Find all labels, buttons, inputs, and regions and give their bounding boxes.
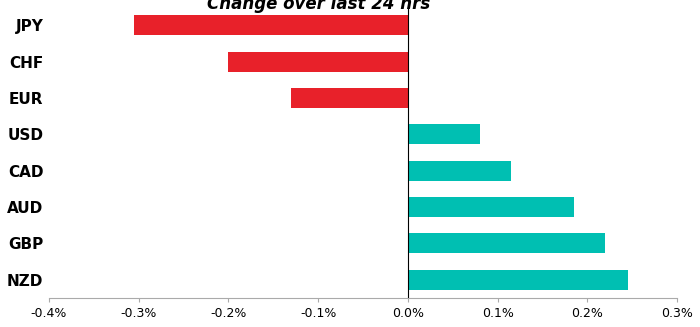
Bar [228,52,408,72]
Text: Change over last 24 hrs: Change over last 24 hrs [207,0,430,13]
Bar [408,161,511,181]
Bar [291,88,408,108]
Bar [134,15,408,35]
Bar [408,233,606,253]
Bar [408,124,480,144]
Bar [408,197,574,217]
Bar [408,270,628,290]
